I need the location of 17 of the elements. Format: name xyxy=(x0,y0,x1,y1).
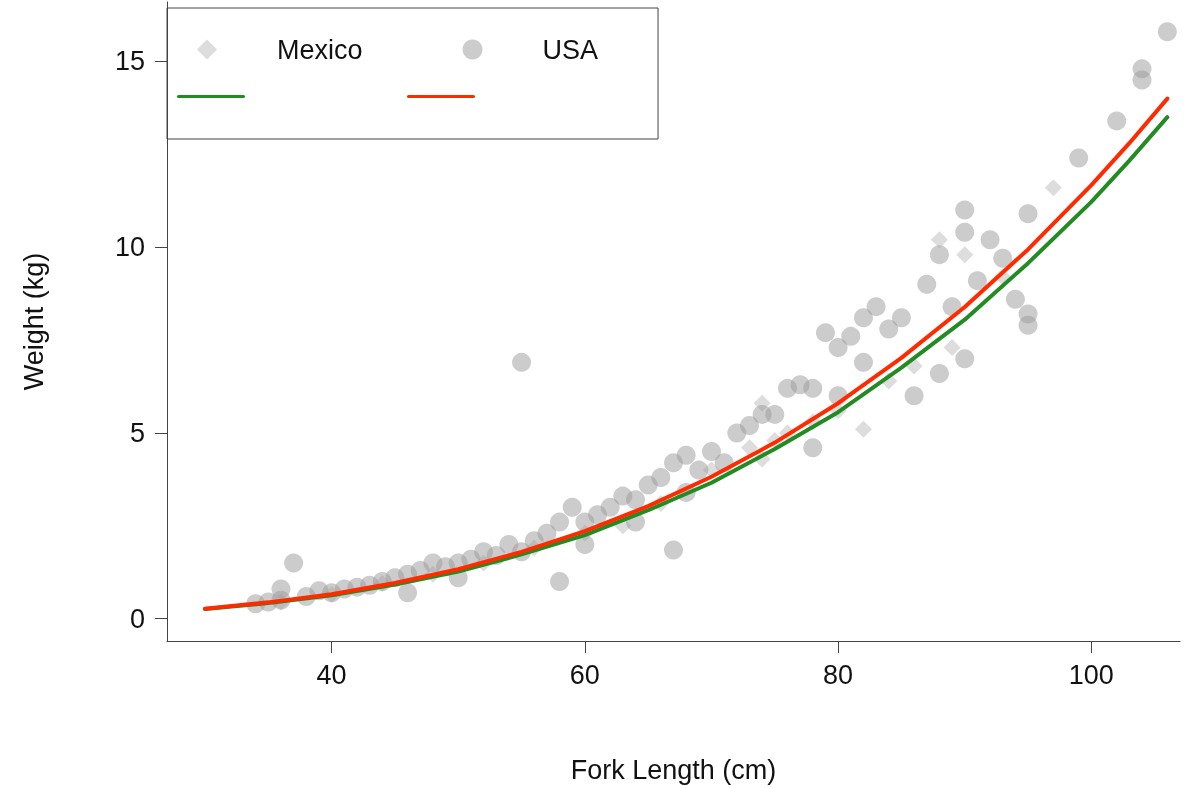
y-tick-label: 15 xyxy=(114,46,145,77)
x-tick-label: 100 xyxy=(1068,659,1114,690)
x-tick-label: 40 xyxy=(316,659,347,690)
point xyxy=(1044,179,1062,197)
legend-label: Mexico xyxy=(277,34,363,65)
x-tick-label: 80 xyxy=(823,659,854,690)
y-tick-label: 0 xyxy=(129,603,145,634)
x-tick-label: 60 xyxy=(569,659,600,690)
x-axis-title: Fork Length (cm) xyxy=(570,754,777,785)
y-tick-label: 10 xyxy=(114,232,145,263)
point xyxy=(854,420,872,438)
y-tick-label: 5 xyxy=(129,417,145,448)
point xyxy=(740,439,758,457)
point xyxy=(943,339,961,357)
point xyxy=(956,246,974,264)
y-axis-title: Weight (kg) xyxy=(18,252,49,391)
legend-label: USA xyxy=(542,34,599,65)
